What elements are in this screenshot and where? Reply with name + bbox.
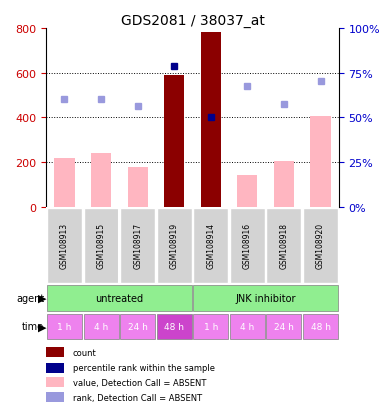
Bar xyxy=(54,158,75,207)
Bar xyxy=(46,392,64,402)
Text: GSM108918: GSM108918 xyxy=(280,223,288,268)
Text: ▶: ▶ xyxy=(38,293,47,303)
Bar xyxy=(237,176,258,207)
Bar xyxy=(164,76,184,207)
Text: count: count xyxy=(72,348,96,357)
Text: agent: agent xyxy=(16,293,44,303)
Text: JNK inhibitor: JNK inhibitor xyxy=(235,293,296,303)
Text: value, Detection Call = ABSENT: value, Detection Call = ABSENT xyxy=(72,378,206,387)
Bar xyxy=(46,377,64,387)
Bar xyxy=(274,161,294,207)
FancyBboxPatch shape xyxy=(266,208,301,283)
FancyBboxPatch shape xyxy=(120,314,155,339)
FancyBboxPatch shape xyxy=(47,208,82,283)
Bar xyxy=(91,154,111,207)
Text: 4 h: 4 h xyxy=(240,322,254,331)
Text: 48 h: 48 h xyxy=(311,322,330,331)
FancyBboxPatch shape xyxy=(84,208,119,283)
FancyBboxPatch shape xyxy=(266,314,301,339)
Text: rank, Detection Call = ABSENT: rank, Detection Call = ABSENT xyxy=(72,393,202,401)
Bar xyxy=(46,347,64,358)
FancyBboxPatch shape xyxy=(47,285,192,311)
FancyBboxPatch shape xyxy=(157,314,192,339)
FancyBboxPatch shape xyxy=(303,208,338,283)
Text: GSM108916: GSM108916 xyxy=(243,223,252,268)
Text: GSM108919: GSM108919 xyxy=(170,223,179,268)
Text: untreated: untreated xyxy=(95,293,143,303)
FancyBboxPatch shape xyxy=(303,314,338,339)
Text: GSM108913: GSM108913 xyxy=(60,223,69,268)
Text: 1 h: 1 h xyxy=(204,322,218,331)
Text: 4 h: 4 h xyxy=(94,322,108,331)
FancyBboxPatch shape xyxy=(157,208,192,283)
FancyBboxPatch shape xyxy=(193,285,338,311)
FancyBboxPatch shape xyxy=(47,314,82,339)
Text: 48 h: 48 h xyxy=(164,322,184,331)
Text: percentile rank within the sample: percentile rank within the sample xyxy=(72,363,214,372)
FancyBboxPatch shape xyxy=(230,314,265,339)
Text: time: time xyxy=(22,322,44,332)
Bar xyxy=(310,117,331,207)
FancyBboxPatch shape xyxy=(120,208,155,283)
Title: GDS2081 / 38037_at: GDS2081 / 38037_at xyxy=(121,14,264,28)
FancyBboxPatch shape xyxy=(193,314,228,339)
Text: 1 h: 1 h xyxy=(57,322,72,331)
Bar xyxy=(127,167,148,207)
FancyBboxPatch shape xyxy=(193,208,228,283)
Bar xyxy=(46,363,64,373)
Text: 24 h: 24 h xyxy=(274,322,294,331)
Text: GSM108917: GSM108917 xyxy=(133,223,142,268)
Text: ▶: ▶ xyxy=(38,322,47,332)
Text: GSM108920: GSM108920 xyxy=(316,223,325,268)
Text: GSM108914: GSM108914 xyxy=(206,223,215,268)
FancyBboxPatch shape xyxy=(230,208,265,283)
Text: GSM108915: GSM108915 xyxy=(97,223,105,268)
FancyBboxPatch shape xyxy=(84,314,119,339)
Bar xyxy=(201,33,221,207)
Text: 24 h: 24 h xyxy=(128,322,147,331)
